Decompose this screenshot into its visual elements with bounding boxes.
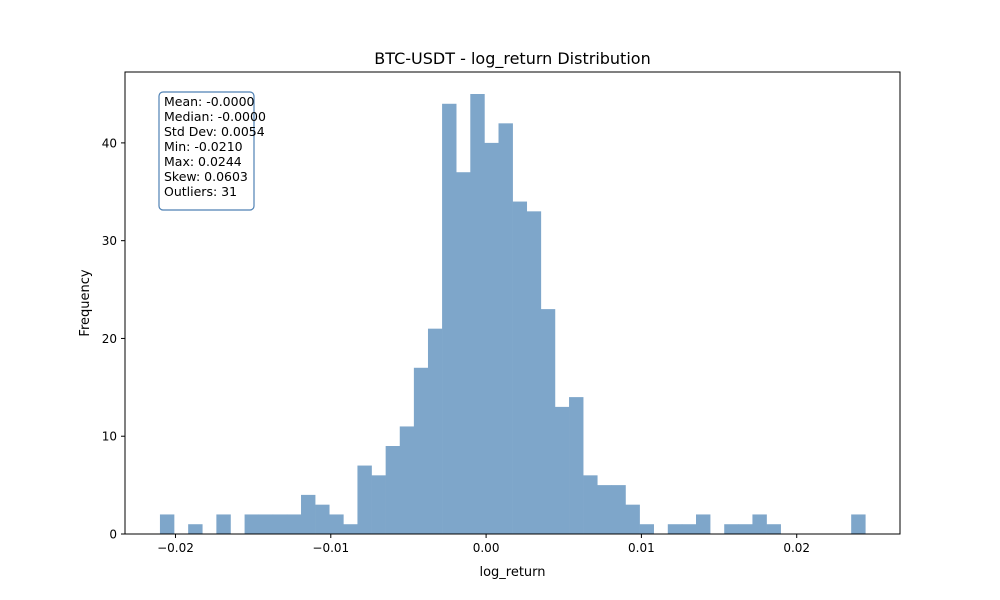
- x-tick-label: 0.01: [628, 541, 655, 555]
- histogram-bar: [272, 514, 288, 534]
- y-axis-label: Frequency: [78, 269, 93, 336]
- histogram-bar: [244, 514, 259, 534]
- histogram-bar: [470, 94, 485, 534]
- stats-line: Mean: -0.0000: [164, 94, 255, 109]
- bars-group: [159, 94, 866, 535]
- y-tick-label: 30: [102, 234, 117, 248]
- histogram-bar: [696, 514, 711, 534]
- histogram-bar: [427, 328, 443, 534]
- x-tick-label: 0.00: [473, 541, 500, 555]
- x-axis-ticks: −0.02 −0.01 0.00 0.01 0.02: [157, 534, 810, 555]
- histogram-bar: [625, 504, 640, 534]
- histogram-bar: [399, 426, 415, 534]
- histogram-bar: [301, 494, 316, 534]
- histogram-bar: [385, 446, 401, 534]
- histogram-bar: [484, 142, 499, 534]
- histogram-bar: [554, 406, 570, 534]
- histogram-bar: [611, 485, 626, 534]
- histogram-bar: [159, 514, 175, 534]
- histogram-bar: [681, 524, 697, 534]
- x-tick-label: −0.01: [312, 541, 349, 555]
- x-tick-label: −0.02: [157, 541, 194, 555]
- histogram-bar: [667, 524, 683, 534]
- histogram-bar: [569, 397, 584, 534]
- histogram-bar: [315, 504, 330, 534]
- histogram-bar: [498, 123, 513, 534]
- stats-line: Skew: 0.0603: [164, 169, 248, 184]
- stats-line: Median: -0.0000: [164, 109, 266, 124]
- histogram-bar: [752, 514, 767, 534]
- histogram-bar: [512, 201, 528, 535]
- histogram-bar: [216, 514, 231, 534]
- histogram-bar: [738, 524, 753, 534]
- histogram-bar: [258, 514, 274, 534]
- y-tick-label: 20: [102, 332, 117, 346]
- plot-frame: [124, 71, 901, 535]
- histogram-bar: [456, 172, 471, 534]
- stats-box-background: [158, 91, 255, 211]
- histogram-bar: [371, 475, 386, 534]
- stats-line: Std Dev: 0.0054: [164, 124, 265, 139]
- x-axis-label: log_return: [479, 565, 545, 580]
- histogram-bar: [597, 485, 612, 534]
- y-tick-label: 10: [102, 430, 117, 444]
- histogram-bar: [357, 465, 372, 534]
- stats-line: Max: 0.0244: [164, 154, 242, 169]
- y-tick-label: 0: [109, 528, 117, 542]
- histogram-bar: [724, 524, 739, 534]
- histogram-bar: [526, 211, 542, 535]
- chart-title: BTC-USDT - log_return Distribution: [374, 49, 650, 69]
- histogram-bar: [766, 524, 781, 534]
- histogram-bar: [583, 475, 598, 534]
- x-tick-label: 0.02: [783, 541, 810, 555]
- histogram-bar: [851, 514, 866, 534]
- histogram-bar: [188, 524, 203, 534]
- histogram-bar: [286, 514, 302, 534]
- y-tick-label: 40: [102, 136, 117, 150]
- histogram-bar: [343, 524, 358, 534]
- histogram-bar: [329, 514, 344, 534]
- histogram-bar: [413, 367, 429, 534]
- histogram-bar: [639, 524, 654, 534]
- stats-line: Min: -0.0210: [164, 139, 243, 154]
- histogram-bar: [442, 103, 457, 535]
- y-axis-ticks: 0 10 20 30 40: [102, 136, 125, 542]
- histogram-bar: [540, 309, 556, 534]
- stats-line: Outliers: 31: [164, 184, 237, 199]
